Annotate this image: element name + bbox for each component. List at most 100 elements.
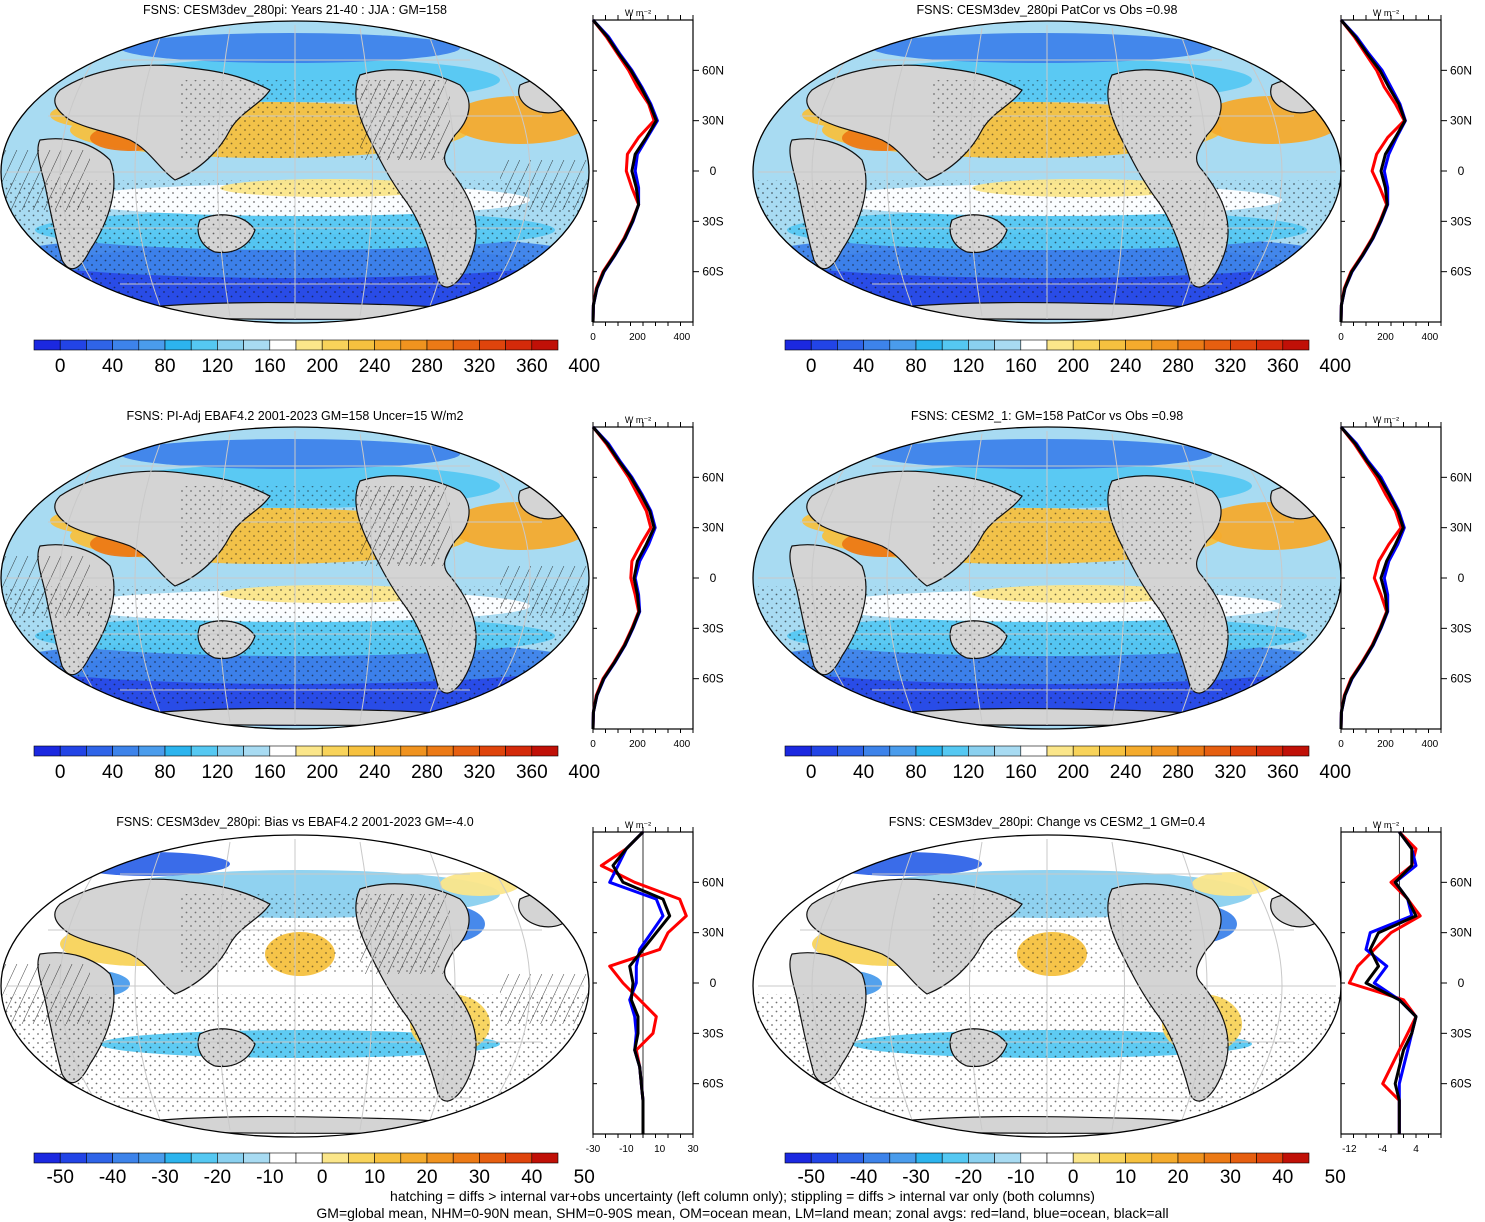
colorbar-swatch xyxy=(190,1152,218,1164)
zonal-series-all xyxy=(1339,426,1405,730)
hatching xyxy=(1,556,90,616)
colorbar-swatch xyxy=(889,339,917,351)
zonal-frame xyxy=(1340,426,1442,730)
colorbar-swatch xyxy=(1256,339,1284,351)
colorbar-swatch xyxy=(164,339,192,351)
colorbar-swatch xyxy=(321,1152,349,1164)
stippling xyxy=(932,80,1192,160)
zonal-lat-label: 60S xyxy=(702,265,723,279)
hatching xyxy=(500,160,589,210)
colorbar-swatch xyxy=(915,339,943,351)
panel-title: FSNS: CESM3dev_280pi: Years 21-40 : JJA … xyxy=(143,3,447,17)
colorbar-label: 160 xyxy=(254,762,286,783)
colorbar-label: 320 xyxy=(1215,762,1247,783)
colorbar-swatch xyxy=(190,339,218,351)
colorbar-swatch xyxy=(1282,1152,1310,1164)
colorbar-label: -10 xyxy=(1007,1167,1034,1188)
colorbar-swatch xyxy=(138,1152,166,1164)
zonal-lat-label: 60S xyxy=(702,672,723,686)
colorbar-label: 0 xyxy=(55,356,66,377)
colorbar: 0 40 80 120 160 200 240 280 320 360 400 xyxy=(784,339,1351,377)
colorbar-swatch xyxy=(452,745,480,757)
colorbar-swatch xyxy=(33,745,61,757)
colorbar-label: 200 xyxy=(306,356,338,377)
colorbar-label: 360 xyxy=(516,356,548,377)
panel-title: FSNS: PI-Adj EBAF4.2 2001-2023 GM=158 Un… xyxy=(127,409,464,423)
colorbar-swatch xyxy=(426,339,454,351)
zonal-x-tick-label: 400 xyxy=(674,332,691,343)
map xyxy=(752,20,1342,324)
colorbar-label: 200 xyxy=(306,762,338,783)
map-anomaly-region xyxy=(1202,502,1341,550)
map-anomaly-region xyxy=(1202,96,1341,144)
zonal-x-tick-label: -4 xyxy=(1378,1144,1387,1155)
panel-5: FSNS: CESM3dev_280pi: Bias vs EBAF4.2 20… xyxy=(0,815,724,1188)
zonal-x-tick-label: 0 xyxy=(1338,739,1344,750)
colorbar-label: 80 xyxy=(905,762,926,783)
land-mass xyxy=(871,1115,1313,1134)
footer-note-hatching: hatching = diffs > internal var+obs unce… xyxy=(390,1188,1095,1204)
land-mass xyxy=(119,1115,561,1134)
map xyxy=(752,426,1342,730)
colorbar-label: 280 xyxy=(1162,762,1194,783)
colorbar-label: 80 xyxy=(154,356,175,377)
zonal-x-tick-label: 400 xyxy=(1422,739,1439,750)
zonal-series-all xyxy=(591,426,656,730)
hatching xyxy=(360,486,450,566)
colorbar-swatch xyxy=(1046,1152,1074,1164)
colorbar-swatch xyxy=(479,339,506,351)
colorbar-swatch xyxy=(269,1152,297,1164)
map-field xyxy=(753,21,1341,323)
panel-3: FSNS: PI-Adj EBAF4.2 2001-2023 GM=158 Un… xyxy=(0,409,724,783)
colorbar-label: 240 xyxy=(359,762,391,783)
colorbar-swatch xyxy=(112,745,140,757)
colorbar-label: -50 xyxy=(797,1167,824,1188)
colorbar-swatch xyxy=(33,339,61,351)
colorbar-swatch xyxy=(1072,745,1100,757)
colorbar-label: 50 xyxy=(1325,1167,1346,1188)
colorbar-swatch xyxy=(1230,745,1257,757)
zonal-series-all xyxy=(591,19,658,323)
colorbar-swatch xyxy=(1072,339,1100,351)
colorbar: 0 40 80 120 160 200 240 280 320 360 400 xyxy=(33,745,600,783)
zonal-lat-label: 30S xyxy=(702,214,723,228)
hatching xyxy=(1,964,90,1024)
colorbar-label: 10 xyxy=(364,1167,385,1188)
zonal-unit-label: W m⁻² xyxy=(625,8,651,18)
colorbar-label: 400 xyxy=(1319,762,1351,783)
colorbar-swatch xyxy=(837,1152,864,1164)
panel-1: FSNS: CESM3dev_280pi: Years 21-40 : JJA … xyxy=(0,3,724,377)
zonal-lat-label: 60S xyxy=(1450,1077,1471,1091)
zonal-mean-plot: W m⁻² 60N 30N 0 30S 60S 0 200 400 xyxy=(590,415,724,750)
colorbar-swatch xyxy=(531,745,559,757)
colorbar-swatch xyxy=(321,339,349,351)
panel-6: FSNS: CESM3dev_280pi: Change vs CESM2_1 … xyxy=(752,815,1472,1188)
colorbar-swatch xyxy=(138,339,166,351)
colorbar-swatch xyxy=(1256,1152,1284,1164)
zonal-x-tick-label: 400 xyxy=(674,739,691,750)
stippling xyxy=(932,486,1192,566)
colorbar-label: 0 xyxy=(1068,1167,1079,1188)
colorbar-swatch xyxy=(1072,1152,1100,1164)
colorbar-label: 320 xyxy=(464,762,496,783)
zonal-lat-label: 30S xyxy=(1450,1026,1471,1040)
colorbar-swatch xyxy=(531,1152,559,1164)
zonal-lat-label: 0 xyxy=(710,976,717,990)
colorbar-swatch xyxy=(784,1152,812,1164)
colorbar-swatch xyxy=(837,745,864,757)
colorbar-label: 240 xyxy=(1110,356,1142,377)
colorbar-swatch xyxy=(426,745,454,757)
colorbar-swatch xyxy=(1151,339,1179,351)
colorbar-label: 80 xyxy=(905,356,926,377)
map-anomaly-region xyxy=(450,96,589,144)
zonal-mean-plot: W m⁻² 60N 30N 0 30S 60S 0 200 400 xyxy=(1338,415,1472,750)
map-outline xyxy=(0,20,590,324)
colorbar-swatch xyxy=(915,1152,943,1164)
zonal-lat-label: 60S xyxy=(1450,672,1471,686)
colorbar-label: 0 xyxy=(806,356,817,377)
colorbar-label: -50 xyxy=(46,1167,73,1188)
colorbar-swatch xyxy=(295,1152,323,1164)
zonal-x-tick-label: 0 xyxy=(1338,332,1344,343)
colorbar-swatch xyxy=(994,745,1022,757)
colorbar-label: 400 xyxy=(568,356,600,377)
